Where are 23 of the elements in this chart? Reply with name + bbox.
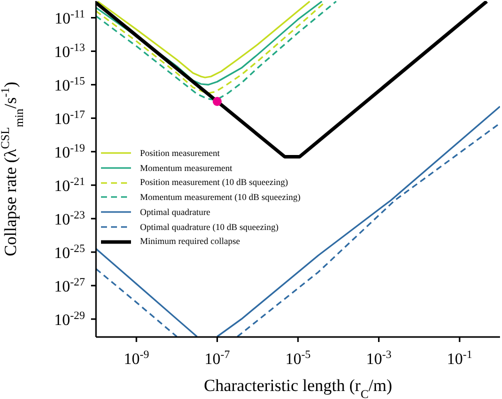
- legend-label: Minimum required collapse: [140, 235, 240, 248]
- y-tick-label: 10$^{-13}$: [54, 42, 86, 62]
- y-tick-label: 10$^{-17}$: [54, 109, 86, 128]
- y-tick-label: 10$^{-23}$: [54, 210, 86, 229]
- legend-label: Optimal quadrature: [140, 206, 210, 219]
- legend-label: Position measurement: [140, 147, 220, 160]
- legend-label: Momentum measurement: [140, 162, 232, 175]
- legend-label: Optimal quadrature (10 dB squeezing): [140, 220, 278, 234]
- y-tick-label: 10$^{-21}$: [54, 176, 85, 196]
- y-tick-label: 10$^{-25}$: [54, 243, 86, 262]
- x-tick-label: 10$^{-5}$: [285, 349, 312, 368]
- x-tick-label: 10$^{-9}$: [124, 349, 150, 368]
- x-tick-label: 10$^{-3}$: [366, 349, 392, 368]
- y-tick-label: 10$^{-27}$: [54, 276, 86, 296]
- y-tick-label: 10$^{-11}$: [54, 8, 85, 28]
- x-tick-label: 10$^{-1}$: [446, 349, 472, 368]
- x-tick-label: 10$^{-7}$: [204, 349, 230, 368]
- y-tick-label: 10$^{-19}$: [54, 142, 86, 162]
- legend-label: Position measurement (10 dB squeezing): [140, 176, 288, 190]
- y-tick-label: 10$^{-29}$: [54, 310, 86, 330]
- legend-label: Momentum measurement (10 dB squeezing): [140, 191, 300, 204]
- x-axis-title: Characteristic length (r$_{C}$/m): [204, 376, 392, 399]
- y-tick-label: 10$^{-15}$: [54, 76, 86, 95]
